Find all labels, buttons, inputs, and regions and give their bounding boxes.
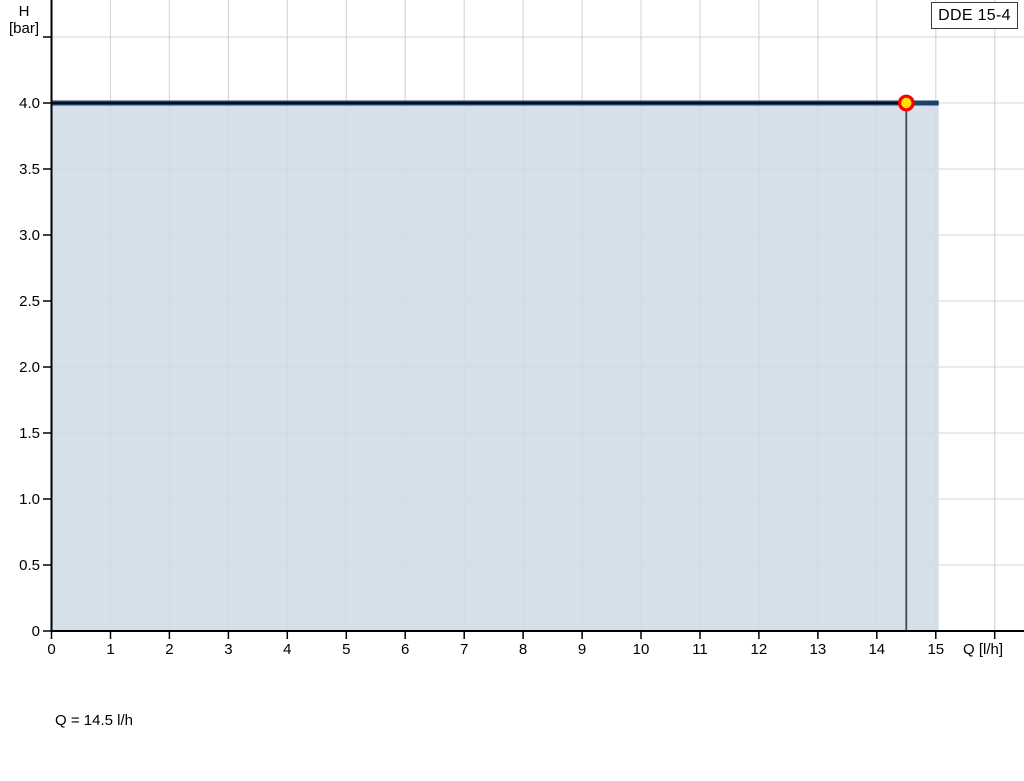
x-tick-label: 4 [283,641,291,658]
x-tick-label: 5 [342,641,350,658]
x-tick-label: 0 [47,641,55,658]
x-tick-label: 15 [927,641,944,658]
y-tick-label: 0.5 [19,557,40,574]
pump-curve-chart: H [bar] Q [l/h] 4.0 3.5 3.0 2.5 2.0 1.5 … [9,0,1024,658]
y-tick-label: 1.0 [19,491,40,508]
duty-info-block: Q = 14.5 l/h H = 4 bar Pumped liquid = W… [55,661,347,781]
y-axis-title-unit: [bar] [9,20,39,37]
x-tick-label: 7 [460,641,468,658]
y-tick-label: 3.0 [19,227,40,244]
info-line-flow: Q = 14.5 l/h [55,712,133,729]
x-tick-label: 10 [633,641,650,658]
y-tick-label: 0 [32,623,40,640]
y-tick-label: 2.5 [19,293,40,310]
x-tick-label: 1 [106,641,114,658]
pump-model-label-box: DDE 15-4 [931,2,1018,29]
y-tick-label: 2.0 [19,359,40,376]
x-tick-label: 11 [692,641,708,658]
x-tick-label: 12 [751,641,768,658]
x-tick-label: 6 [401,641,409,658]
axes [50,0,1024,632]
x-tick-label: 2 [165,641,173,658]
x-tick-label: 9 [578,641,586,658]
x-axis-title: Q [l/h] [963,641,1003,658]
y-tick-label: 3.5 [19,161,40,178]
y-tick-label: 4.0 [19,95,40,112]
pump-operating-area-fill [52,103,939,630]
x-tick-label: 13 [810,641,827,658]
y-axis-title-symbol: H [19,3,30,20]
x-tick-label: 14 [868,641,885,658]
pump-model-label: DDE 15-4 [938,6,1011,24]
x-tick-label: 8 [519,641,527,658]
y-tick-label: 1.5 [19,425,40,442]
tick-marks [43,36,996,639]
x-tick-label: 3 [224,641,232,658]
duty-point-marker[interactable] [897,94,915,112]
